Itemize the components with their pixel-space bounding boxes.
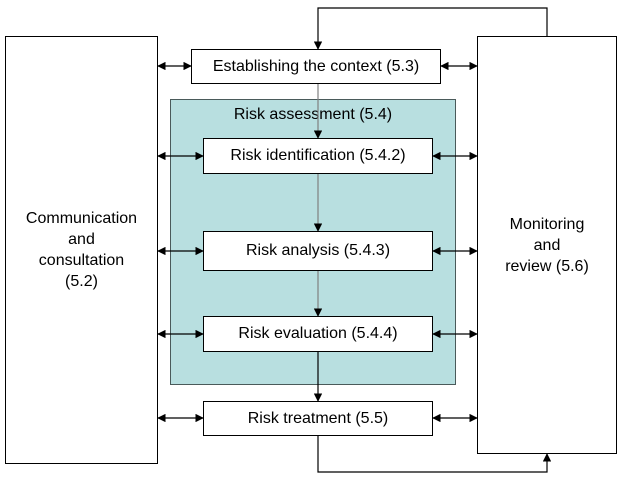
risk-analysis-box: Risk analysis (5.4.3) bbox=[203, 231, 433, 271]
monitoring-review-box: Monitoring and review (5.6) bbox=[477, 36, 617, 454]
risk-identification-box: Risk identification (5.4.2) bbox=[203, 138, 433, 174]
risk-treatment-box: Risk treatment (5.5) bbox=[203, 401, 433, 436]
risk-identification-label: Risk identification (5.4.2) bbox=[230, 147, 406, 164]
risk-evaluation-label: Risk evaluation (5.4.4) bbox=[238, 325, 398, 342]
communication-consultation-box: Communication and consultation (5.2) bbox=[5, 36, 158, 464]
establishing-context-label: Establishing the context (5.3) bbox=[212, 57, 420, 75]
risk-analysis-label: Risk analysis (5.4.3) bbox=[245, 242, 391, 259]
risk-evaluation-box: Risk evaluation (5.4.4) bbox=[203, 316, 433, 352]
communication-consultation-label: Communication and consultation (5.2) bbox=[25, 210, 138, 290]
risk-treatment-label: Risk treatment (5.5) bbox=[247, 409, 389, 427]
risk-assessment-title: Risk assessment (5.4) bbox=[233, 106, 393, 123]
monitoring-review-label: Monitoring and review (5.6) bbox=[505, 215, 589, 275]
establishing-context-box: Establishing the context (5.3) bbox=[191, 49, 441, 84]
